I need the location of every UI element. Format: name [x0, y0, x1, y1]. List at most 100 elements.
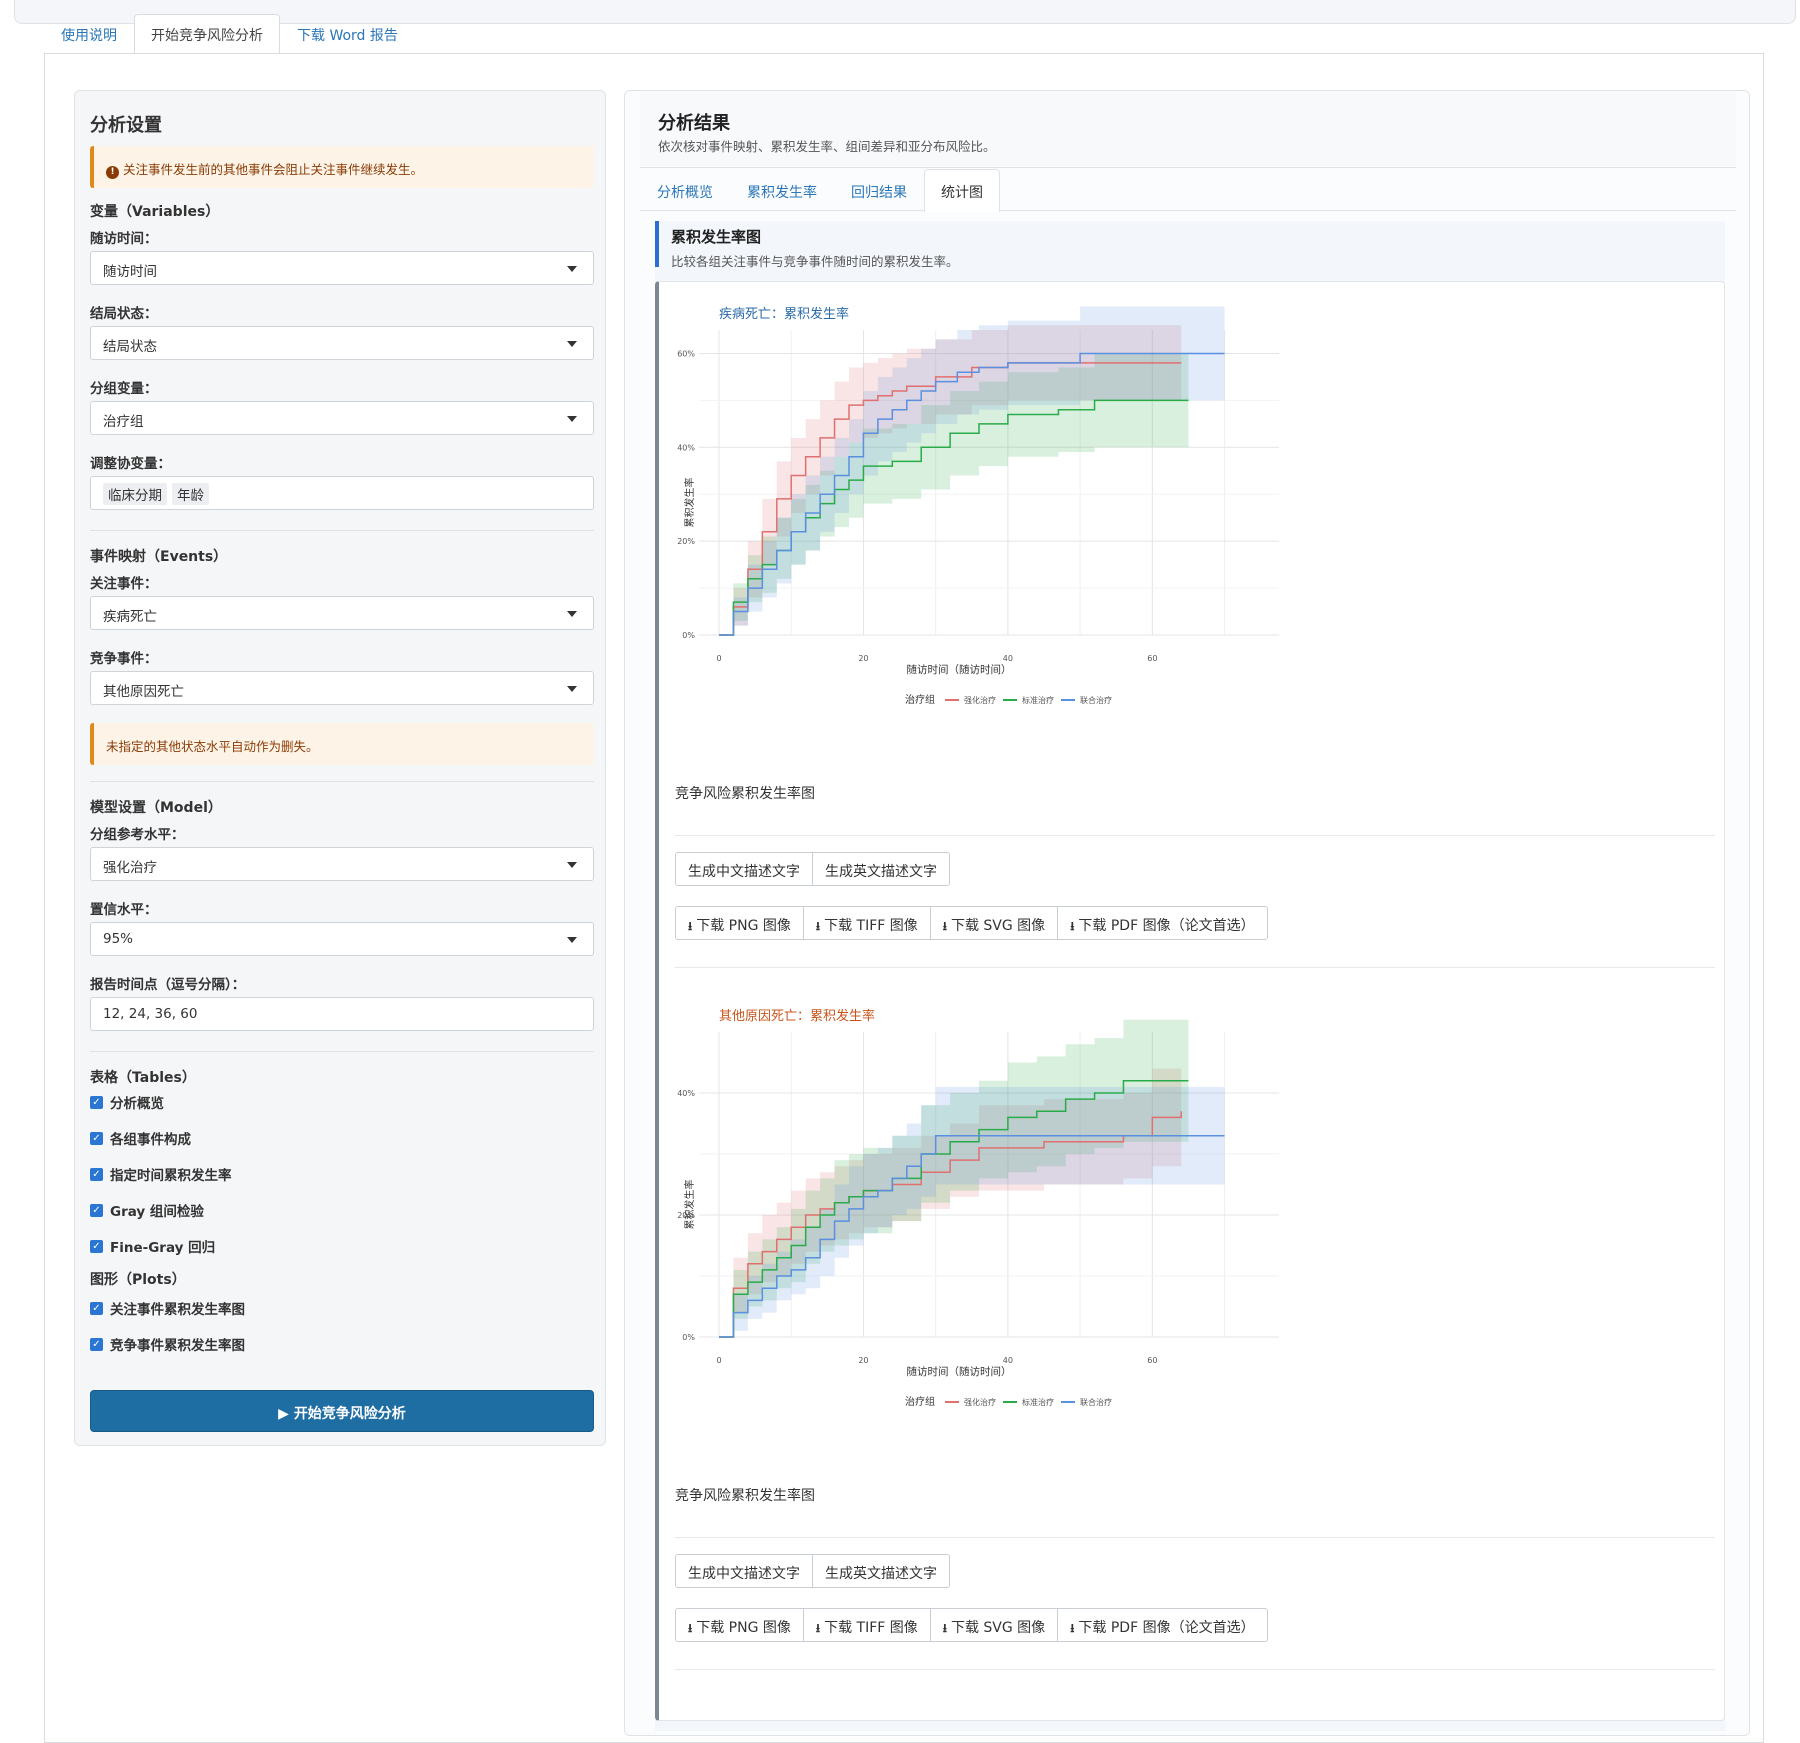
- run-analysis-button[interactable]: ▶ 开始竞争风险分析: [90, 1390, 594, 1432]
- x-axis-label: 随访时间（随访时间）: [907, 1365, 1012, 1378]
- covariate-tag[interactable]: 临床分期: [103, 483, 167, 505]
- tab-instructions[interactable]: 使用说明: [61, 28, 117, 44]
- section-accent-bar: [655, 221, 659, 267]
- tab-cumulative-incidence[interactable]: 累积发生率: [747, 185, 817, 201]
- reference-level-label: 分组参考水平：: [90, 827, 185, 843]
- chevron-down-icon: [567, 937, 577, 943]
- results-title: 分析结果: [658, 113, 730, 134]
- checkbox-label: 各组事件构成: [110, 1132, 191, 1148]
- x-axis-label: 随访时间（随访时间）: [907, 663, 1012, 676]
- confidence-select[interactable]: 95%: [90, 922, 594, 956]
- report-times-label: 报告时间点（逗号分隔）：: [90, 977, 246, 993]
- group-select[interactable]: 治疗组: [90, 401, 594, 435]
- censor-alert-text: 未指定的其他状态水平自动作为删失。: [106, 739, 319, 754]
- info-alert-text: 关注事件发生前的其他事件会阻止关注事件继续发生。: [123, 162, 424, 177]
- x-tick-label: 60: [1147, 1356, 1157, 1365]
- generate-english-text-button[interactable]: 生成英文描述文字: [812, 852, 950, 886]
- competing-event-select[interactable]: 其他原因死亡: [90, 671, 594, 705]
- generate-english-text-button[interactable]: 生成英文描述文字: [812, 1554, 950, 1588]
- checkbox-checked-icon[interactable]: ✓: [90, 1337, 103, 1351]
- download-icon: ⭳: [942, 919, 947, 933]
- chart-caption: 竞争风险累积发生率图: [675, 1488, 815, 1504]
- table-checkbox[interactable]: ✓ Fine-Gray 回归: [90, 1236, 215, 1256]
- legend-label: 联合治疗: [1080, 1397, 1112, 1407]
- download-tiff-label: 下载 TIFF 图像: [824, 918, 918, 934]
- tables-heading: 表格（Tables）: [90, 1070, 196, 1086]
- chevron-down-icon: [567, 341, 577, 347]
- plots-section-subtitle: 比较各组关注事件与竞争事件随时间的累积发生率。: [671, 254, 959, 269]
- table-checkbox[interactable]: ✓ 指定时间累积发生率: [90, 1164, 232, 1184]
- checkbox-label: 竞争事件累积发生率图: [110, 1338, 245, 1354]
- download-png-button[interactable]: ⭳ 下载 PNG 图像: [675, 1608, 804, 1642]
- series-line: [719, 352, 1225, 636]
- download-svg-button[interactable]: ⭳ 下载 SVG 图像: [929, 906, 1059, 940]
- download-tiff-button[interactable]: ⭳ 下载 TIFF 图像: [802, 906, 931, 940]
- chart-title: 疾病死亡：累积发生率: [719, 306, 849, 322]
- cif-chart-other-death: 其他原因死亡：累积发生率 0% 20% 40% 0 20 40 60 随访时间（随访时间） 累积发…: [677, 1008, 1279, 1408]
- checkbox-checked-icon[interactable]: ✓: [90, 1239, 103, 1253]
- download-icon: ⭳: [815, 1621, 821, 1635]
- generate-chinese-text-button[interactable]: 生成中文描述文字: [675, 852, 813, 886]
- x-tick-label: 40: [1003, 1356, 1013, 1365]
- download-pdf-label: 下载 PDF 图像（论文首选）: [1078, 1620, 1255, 1636]
- describe-button-group: 生成中文描述文字 生成英文描述文字: [675, 1554, 950, 1588]
- x-tick-label: 0: [716, 1356, 721, 1365]
- ci-band: [719, 306, 1225, 635]
- focus-event-label: 关注事件：: [90, 576, 158, 592]
- download-svg-button[interactable]: ⭳ 下载 SVG 图像: [929, 1608, 1059, 1642]
- reference-level-select[interactable]: 强化治疗: [90, 847, 594, 881]
- ci-band: [719, 325, 1182, 635]
- status-select[interactable]: 结局状态: [90, 326, 594, 360]
- checkbox-checked-icon[interactable]: ✓: [90, 1203, 103, 1217]
- download-png-button[interactable]: ⭳ 下载 PNG 图像: [675, 906, 804, 940]
- download-tiff-button[interactable]: ⭳ 下载 TIFF 图像: [802, 1608, 931, 1642]
- table-checkbox[interactable]: ✓ 各组事件构成: [90, 1128, 191, 1148]
- ci-band: [719, 353, 1189, 635]
- checkbox-label: 关注事件累积发生率图: [110, 1302, 245, 1318]
- y-axis-label: 累积发生率: [683, 478, 696, 528]
- confidence-label: 置信水平：: [90, 902, 158, 918]
- time-select[interactable]: 随访时间: [90, 251, 594, 285]
- chevron-down-icon: [567, 611, 577, 617]
- table-checkbox[interactable]: ✓ Gray 组间检验: [90, 1200, 204, 1220]
- table-checkbox[interactable]: ✓ 分析概览: [90, 1092, 164, 1112]
- competing-event-label: 竞争事件：: [90, 651, 158, 667]
- plots-section-title: 累积发生率图: [671, 228, 762, 246]
- download-pdf-button[interactable]: ⭳ 下载 PDF 图像（论文首选）: [1057, 906, 1268, 940]
- reference-level-value: 强化治疗: [103, 860, 157, 876]
- focus-event-select[interactable]: 疾病死亡: [90, 596, 594, 630]
- y-axis-label: 累积发生率: [683, 1180, 696, 1230]
- tab-start-analysis[interactable]: 开始竞争风险分析: [134, 14, 280, 54]
- download-pdf-button[interactable]: ⭳ 下载 PDF 图像（论文首选）: [1057, 1608, 1268, 1642]
- tab-download-word[interactable]: 下载 Word 报告: [297, 28, 398, 44]
- download-icon: ⭳: [1070, 919, 1075, 933]
- download-pdf-label: 下载 PDF 图像（论文首选）: [1078, 918, 1255, 934]
- checkbox-checked-icon[interactable]: ✓: [90, 1131, 103, 1145]
- checkbox-checked-icon[interactable]: ✓: [90, 1301, 103, 1315]
- download-svg-label: 下载 SVG 图像: [950, 1620, 1046, 1636]
- censor-alert: 未指定的其他状态水平自动作为删失。: [90, 723, 594, 765]
- tab-overview[interactable]: 分析概览: [657, 185, 713, 201]
- checkbox-checked-icon[interactable]: ✓: [90, 1167, 103, 1181]
- status-label: 结局状态：: [90, 306, 158, 322]
- covariates-multiselect[interactable]: 临床分期 年龄: [90, 476, 594, 510]
- report-times-input[interactable]: 12, 24, 36, 60: [90, 997, 594, 1031]
- download-tiff-label: 下载 TIFF 图像: [824, 1620, 918, 1636]
- covariate-tag[interactable]: 年龄: [172, 483, 209, 505]
- time-select-value: 随访时间: [103, 264, 157, 280]
- plot-checkbox[interactable]: ✓ 关注事件累积发生率图: [90, 1298, 245, 1318]
- cif-chart-disease-death: 疾病死亡：累积发生率 0% 20% 40% 60% 0 20 40 60 随访时间（随访时间） 累积…: [677, 306, 1279, 706]
- x-tick-label: 60: [1147, 654, 1157, 663]
- tab-regression[interactable]: 回归结果: [851, 185, 907, 201]
- info-icon: !: [106, 166, 119, 179]
- generate-chinese-text-button[interactable]: 生成中文描述文字: [675, 1554, 813, 1588]
- checkbox-checked-icon[interactable]: ✓: [90, 1095, 103, 1109]
- chevron-down-icon: [567, 862, 577, 868]
- results-panel: 分析结果 依次核对事件映射、累积发生率、组间差异和亚分布风险比。 分析概览 累积…: [624, 90, 1750, 1736]
- y-tick-label: 60%: [677, 349, 695, 358]
- x-tick-label: 20: [858, 1356, 868, 1365]
- chevron-down-icon: [567, 266, 577, 272]
- tab-plots[interactable]: 统计图: [924, 169, 1000, 212]
- info-alert: ! 关注事件发生前的其他事件会阻止关注事件继续发生。: [90, 146, 594, 188]
- plot-checkbox[interactable]: ✓ 竞争事件累积发生率图: [90, 1334, 245, 1354]
